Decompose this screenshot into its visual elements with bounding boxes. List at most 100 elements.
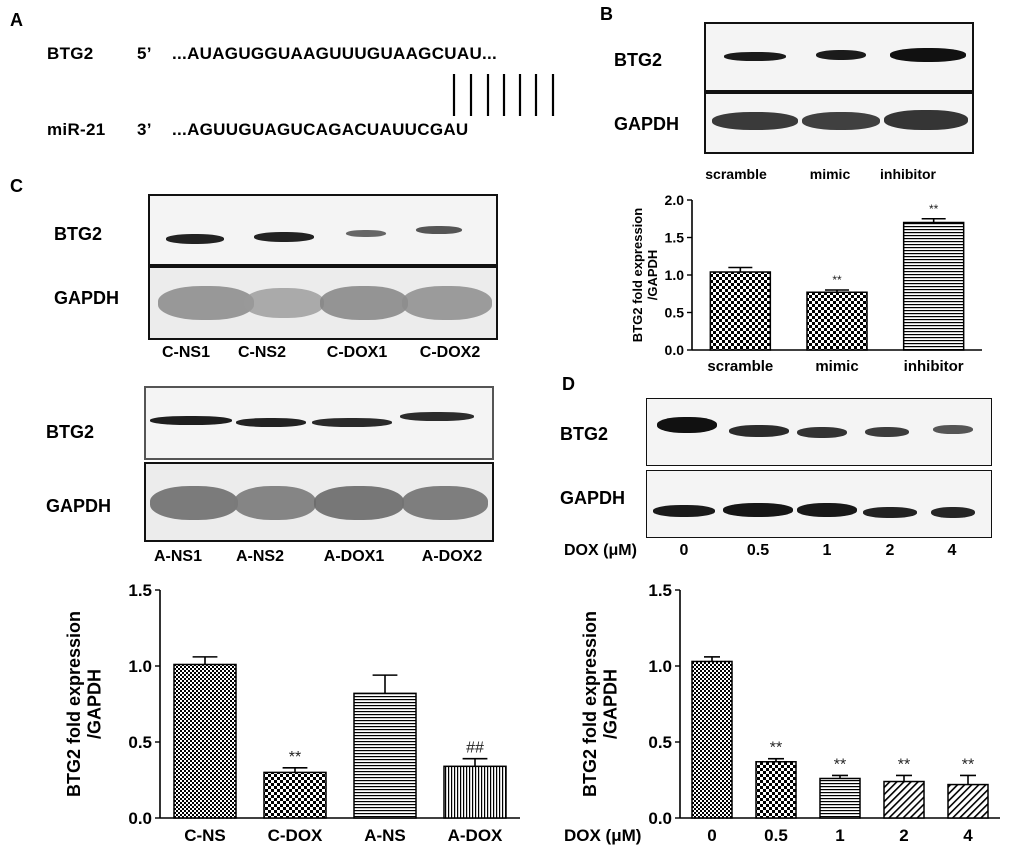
panel-d-letter: D bbox=[562, 374, 575, 394]
significance-marker: ** bbox=[929, 202, 939, 216]
blot-band bbox=[797, 503, 857, 517]
panel-d-dose-0: 0 bbox=[679, 542, 689, 559]
y-tick-label: 1.5 bbox=[128, 581, 152, 600]
mir21-seq-label: miR-21 bbox=[47, 120, 106, 139]
panel-d-gapdh-blot bbox=[646, 470, 992, 538]
x-tick-label: scramble bbox=[707, 358, 773, 375]
btg2-sequence: ...AUAGUGGUAAGUUUGUAAGCUAU... bbox=[172, 44, 498, 63]
significance-marker: ** bbox=[834, 756, 846, 773]
y-tick-label: 0.0 bbox=[648, 809, 672, 828]
significance-marker: ** bbox=[289, 749, 301, 766]
panel-c-gapdh-label-2: GAPDH bbox=[46, 496, 112, 516]
panel-c-btg2-label-2: BTG2 bbox=[46, 422, 95, 442]
y-axis-label: BTG2 fold expression/GAPDH bbox=[580, 611, 621, 797]
panel-c-gapdh-blot-2 bbox=[144, 462, 494, 542]
y-tick-label: 0.5 bbox=[665, 304, 685, 320]
x-tick-label: mimic bbox=[815, 358, 858, 375]
panel-c-btg2-blot-1 bbox=[148, 194, 498, 266]
blot-band bbox=[158, 286, 254, 320]
x-tick-label: inhibitor bbox=[904, 358, 964, 375]
y-tick-label: 0.0 bbox=[128, 809, 152, 828]
bar bbox=[709, 271, 772, 351]
blot-band bbox=[234, 486, 316, 520]
mir21-seq-end: 3’ bbox=[137, 120, 152, 139]
mir21-sequence: ...AGUUGUAGUCAGACUAUUCGAU bbox=[172, 120, 469, 139]
blot-band bbox=[802, 112, 880, 130]
bar bbox=[902, 221, 965, 351]
blot-band bbox=[724, 52, 786, 61]
blot-band bbox=[314, 486, 404, 520]
significance-marker: ** bbox=[962, 756, 974, 773]
panel-d-btg2-label: BTG2 bbox=[560, 424, 609, 444]
blot-band bbox=[933, 425, 973, 434]
significance-marker: ** bbox=[832, 273, 842, 287]
panel-d-dose-0-5: 0.5 bbox=[746, 542, 770, 559]
blot-band bbox=[865, 427, 909, 437]
panel-c-lane-cns2: C-NS2 bbox=[237, 344, 287, 361]
panel-d-gapdh-label: GAPDH bbox=[560, 488, 626, 508]
blot-band bbox=[884, 110, 968, 130]
x-axis-label: DOX (μM) bbox=[564, 826, 641, 845]
x-tick-label: A-DOX bbox=[448, 826, 503, 845]
x-tick-label: C-DOX bbox=[268, 826, 323, 845]
x-tick-label: 0 bbox=[707, 826, 716, 845]
blot-band bbox=[653, 505, 715, 517]
y-axis-label: BTG2 fold expression/GAPDH bbox=[630, 208, 660, 342]
blot-band bbox=[346, 230, 386, 237]
blot-band bbox=[712, 112, 798, 130]
blot-band bbox=[657, 417, 717, 433]
btg2-seq-label: BTG2 bbox=[47, 44, 94, 63]
bar bbox=[806, 291, 868, 351]
y-tick-label: 1.5 bbox=[665, 229, 685, 245]
panel-c-lane-cdox1: C-DOX1 bbox=[326, 344, 388, 361]
bar bbox=[443, 765, 507, 819]
panel-c-letter: C bbox=[10, 176, 23, 196]
y-axis-label: BTG2 fold expression/GAPDH bbox=[64, 611, 105, 797]
blot-band bbox=[400, 412, 474, 421]
panel-a-letter: A bbox=[10, 10, 23, 30]
blot-band bbox=[723, 503, 793, 517]
panel-c-btg2-blot-2 bbox=[144, 386, 494, 460]
bar bbox=[947, 783, 989, 819]
x-tick-label: C-NS bbox=[184, 826, 226, 845]
blot-band bbox=[729, 425, 789, 437]
panel-b-btg2-blot bbox=[704, 22, 974, 92]
blot-band bbox=[254, 232, 314, 242]
blot-band bbox=[150, 486, 238, 520]
blot-band bbox=[797, 427, 847, 438]
chart-c: 0.0 0.5 1.0 1.5 BTG2 fold expression/GAPDH C-… bbox=[64, 581, 520, 845]
y-tick-label: 2.0 bbox=[665, 192, 685, 208]
panel-c-gapdh-label-1: GAPDH bbox=[54, 288, 120, 308]
blot-band bbox=[320, 286, 408, 320]
y-tick-label: 0.5 bbox=[128, 733, 152, 752]
y-tick-label: 0.5 bbox=[648, 733, 672, 752]
blot-band bbox=[244, 288, 324, 318]
bar bbox=[353, 692, 417, 819]
x-tick-label: 1 bbox=[835, 826, 844, 845]
x-tick-label: A-NS bbox=[364, 826, 406, 845]
panel-d-dose-4: 4 bbox=[947, 542, 957, 559]
bar bbox=[691, 660, 733, 819]
bar bbox=[883, 780, 925, 819]
y-tick-label: 0.0 bbox=[665, 342, 685, 358]
bar bbox=[263, 771, 327, 819]
panel-c-btg2-label-1: BTG2 bbox=[54, 224, 103, 244]
panel-d-btg2-blot bbox=[646, 398, 992, 466]
panel-c-lane-ans1: A-NS1 bbox=[153, 548, 203, 565]
blot-band bbox=[166, 234, 224, 244]
significance-marker: ** bbox=[770, 740, 782, 757]
panel-c-lane-adox1: A-DOX1 bbox=[323, 548, 385, 565]
blot-band bbox=[236, 418, 306, 427]
bar bbox=[755, 761, 797, 819]
blot-band bbox=[312, 418, 392, 427]
bar bbox=[173, 663, 237, 819]
panel-c-lane-cns1: C-NS1 bbox=[161, 344, 211, 361]
blot-band bbox=[931, 507, 975, 518]
chart-d: 0.0 0.5 1.0 1.5 BTG2 fold expression/GAPDH 0 *… bbox=[564, 581, 1000, 845]
significance-marker: ## bbox=[466, 740, 484, 757]
panel-d-dose-2: 2 bbox=[885, 542, 895, 559]
x-tick-label: 4 bbox=[963, 826, 973, 845]
blot-band bbox=[402, 286, 492, 320]
panel-c-gapdh-blot-1 bbox=[148, 266, 498, 340]
x-tick-label: 0.5 bbox=[764, 826, 788, 845]
